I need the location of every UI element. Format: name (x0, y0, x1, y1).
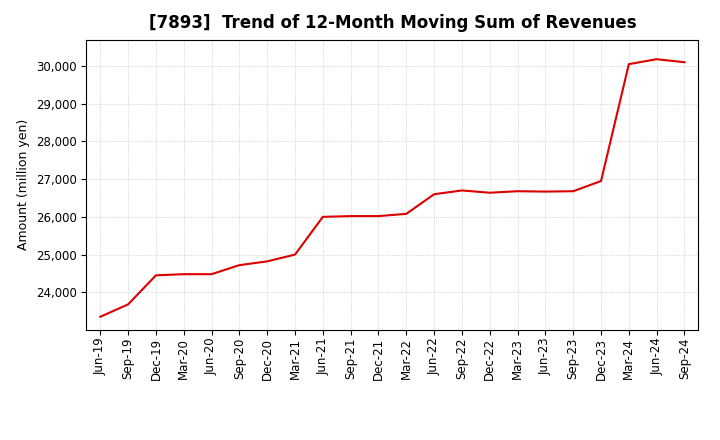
Title: [7893]  Trend of 12-Month Moving Sum of Revenues: [7893] Trend of 12-Month Moving Sum of R… (148, 15, 636, 33)
Y-axis label: Amount (million yen): Amount (million yen) (17, 119, 30, 250)
